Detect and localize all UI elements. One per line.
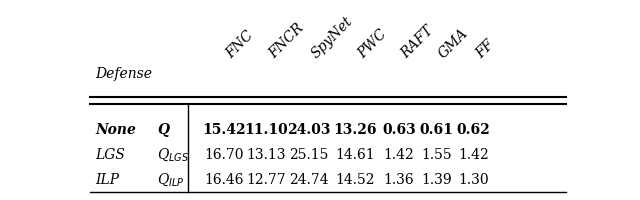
- Text: FF: FF: [474, 38, 497, 61]
- Text: RAFT: RAFT: [399, 23, 436, 61]
- Text: 0.63: 0.63: [382, 123, 416, 136]
- Text: 13.26: 13.26: [333, 123, 377, 136]
- Text: Q$_{LGS}$: Q$_{LGS}$: [157, 146, 189, 162]
- Text: Q$_{ILP}$: Q$_{ILP}$: [157, 170, 184, 187]
- Text: 1.36: 1.36: [383, 172, 414, 186]
- Text: 1.39: 1.39: [421, 172, 451, 186]
- Text: 1.42: 1.42: [383, 147, 414, 161]
- Text: GMA: GMA: [436, 26, 471, 61]
- Text: FNC: FNC: [224, 28, 257, 61]
- Text: ILP: ILP: [95, 172, 119, 186]
- Text: 13.13: 13.13: [246, 147, 285, 161]
- Text: 14.52: 14.52: [335, 172, 375, 186]
- Text: 15.42: 15.42: [202, 123, 246, 136]
- Text: None: None: [95, 123, 136, 136]
- Text: 16.70: 16.70: [204, 147, 244, 161]
- Text: 25.15: 25.15: [289, 147, 329, 161]
- Text: 0.62: 0.62: [456, 123, 490, 136]
- Text: LGS: LGS: [95, 147, 125, 161]
- Text: 1.55: 1.55: [421, 147, 451, 161]
- Text: 1.30: 1.30: [458, 172, 489, 186]
- Text: Defense: Defense: [95, 66, 152, 80]
- Text: 11.10: 11.10: [244, 123, 288, 136]
- Text: PWC: PWC: [355, 27, 389, 61]
- Text: 24.03: 24.03: [287, 123, 331, 136]
- Text: 14.61: 14.61: [335, 147, 375, 161]
- Text: Q: Q: [157, 123, 169, 136]
- Text: 1.42: 1.42: [458, 147, 489, 161]
- Text: 24.74: 24.74: [289, 172, 329, 186]
- Text: FNCR: FNCR: [266, 21, 306, 61]
- Text: 12.77: 12.77: [246, 172, 286, 186]
- Text: 16.46: 16.46: [204, 172, 244, 186]
- Text: SpyNet: SpyNet: [309, 14, 356, 61]
- Text: 0.61: 0.61: [419, 123, 453, 136]
